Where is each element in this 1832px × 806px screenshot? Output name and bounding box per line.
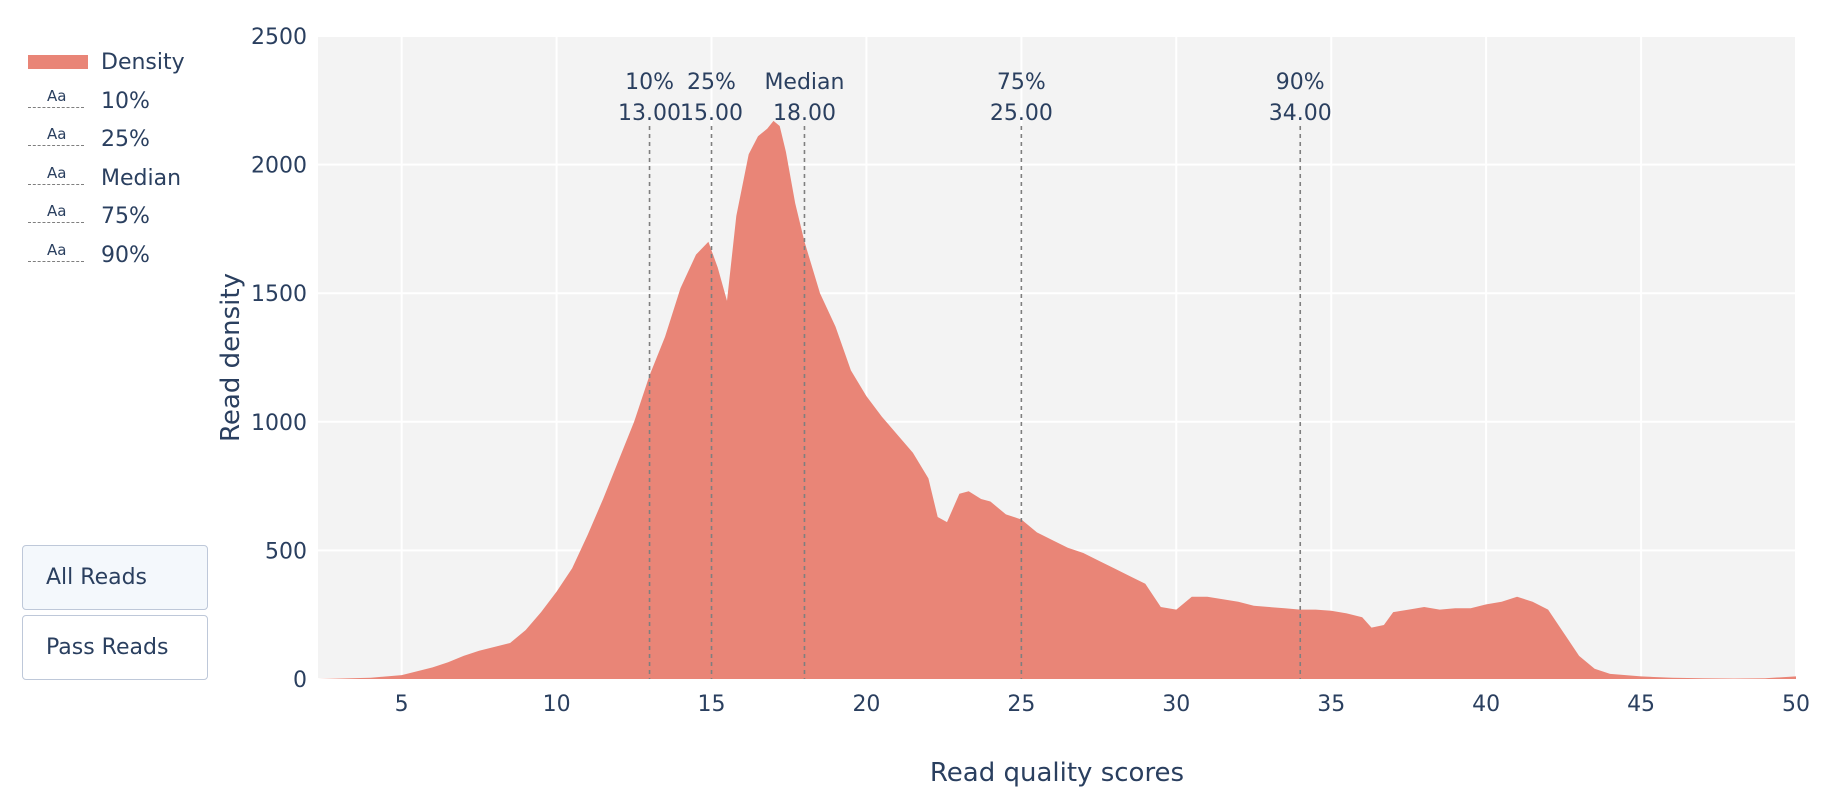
legend-label: 10% bbox=[101, 88, 150, 114]
aa-glyph: Aa bbox=[47, 202, 67, 220]
x-tick-label: 40 bbox=[1472, 692, 1500, 717]
x-tick-label: 5 bbox=[395, 692, 409, 717]
marker-value-label: 15.00 bbox=[680, 101, 743, 126]
marker-25pct: 25% 15.00 bbox=[680, 70, 743, 679]
x-tick-label: 25 bbox=[1007, 692, 1035, 717]
y-tick-label: 1000 bbox=[251, 411, 307, 436]
y-tick-label: 1500 bbox=[251, 282, 307, 307]
legend-item-median[interactable]: Aa Median bbox=[28, 163, 228, 205]
y-axis-title: Read density bbox=[216, 273, 246, 442]
line-text-icon: Aa bbox=[28, 240, 88, 267]
legend-item-10pct[interactable]: Aa 10% bbox=[28, 86, 228, 128]
marker-75pct: 75% 25.00 bbox=[990, 70, 1053, 679]
marker-90pct: 90% 34.00 bbox=[1269, 70, 1332, 679]
marker-label: 75% bbox=[997, 70, 1046, 95]
x-axis-title: Read quality scores bbox=[930, 758, 1184, 788]
legend-item-density[interactable]: Density bbox=[28, 50, 228, 89]
x-tick-label: 45 bbox=[1627, 692, 1655, 717]
legend: Density Aa 10% Aa 25% Aa Median Aa 75% A… bbox=[28, 50, 228, 281]
aa-glyph: Aa bbox=[47, 86, 67, 105]
marker-10pct: 10% 13.00 bbox=[618, 70, 681, 679]
line-text-icon: Aa bbox=[28, 202, 88, 228]
y-tick-label: 2500 bbox=[251, 25, 307, 50]
marker-median: Median 18.00 bbox=[764, 70, 844, 679]
line-text-icon: Aa bbox=[28, 86, 88, 113]
marker-value-label: 18.00 bbox=[773, 101, 836, 126]
legend-label: Median bbox=[101, 165, 182, 191]
aa-glyph: Aa bbox=[47, 125, 67, 143]
dashed-line bbox=[28, 222, 84, 223]
y-tick-label: 500 bbox=[265, 539, 307, 564]
x-tick-label: 10 bbox=[543, 692, 571, 717]
legend-label: 90% bbox=[101, 242, 150, 268]
legend-item-90pct[interactable]: Aa 90% bbox=[28, 240, 228, 282]
legend-label: 25% bbox=[101, 127, 150, 152]
dashed-line bbox=[28, 183, 84, 185]
marker-label: 25% bbox=[687, 70, 736, 95]
aa-glyph: Aa bbox=[47, 240, 67, 259]
y-tick-label: 2000 bbox=[251, 154, 307, 179]
marker-label: Median bbox=[764, 70, 844, 95]
legend-item-75pct[interactable]: Aa 75% bbox=[28, 202, 228, 243]
marker-value-label: 34.00 bbox=[1269, 101, 1332, 126]
legend-label: 75% bbox=[101, 204, 150, 229]
density-area bbox=[318, 120, 1796, 679]
pass-reads-button[interactable]: Pass Reads bbox=[22, 615, 208, 680]
marker-label: 90% bbox=[1276, 70, 1325, 95]
line-text-icon: Aa bbox=[28, 163, 88, 190]
x-tick-label: 15 bbox=[698, 692, 726, 717]
all-reads-button[interactable]: All Reads bbox=[22, 545, 208, 610]
x-tick-label: 20 bbox=[852, 692, 880, 717]
legend-label: Density bbox=[101, 50, 185, 75]
aa-glyph: Aa bbox=[47, 163, 67, 182]
marker-value-label: 13.00 bbox=[618, 101, 681, 126]
marker-label: 10% bbox=[625, 70, 674, 95]
dashed-line bbox=[28, 106, 84, 108]
x-tick-label: 35 bbox=[1317, 692, 1345, 717]
y-tick-label: 0 bbox=[293, 668, 307, 693]
x-tick-label: 30 bbox=[1162, 692, 1190, 717]
legend-item-25pct[interactable]: Aa 25% bbox=[28, 125, 228, 166]
dashed-line bbox=[28, 260, 84, 262]
line-text-icon: Aa bbox=[28, 125, 88, 151]
marker-value-label: 25.00 bbox=[990, 101, 1053, 126]
dashed-line bbox=[28, 145, 84, 146]
x-tick-label: 50 bbox=[1782, 692, 1810, 717]
density-swatch bbox=[28, 55, 88, 69]
